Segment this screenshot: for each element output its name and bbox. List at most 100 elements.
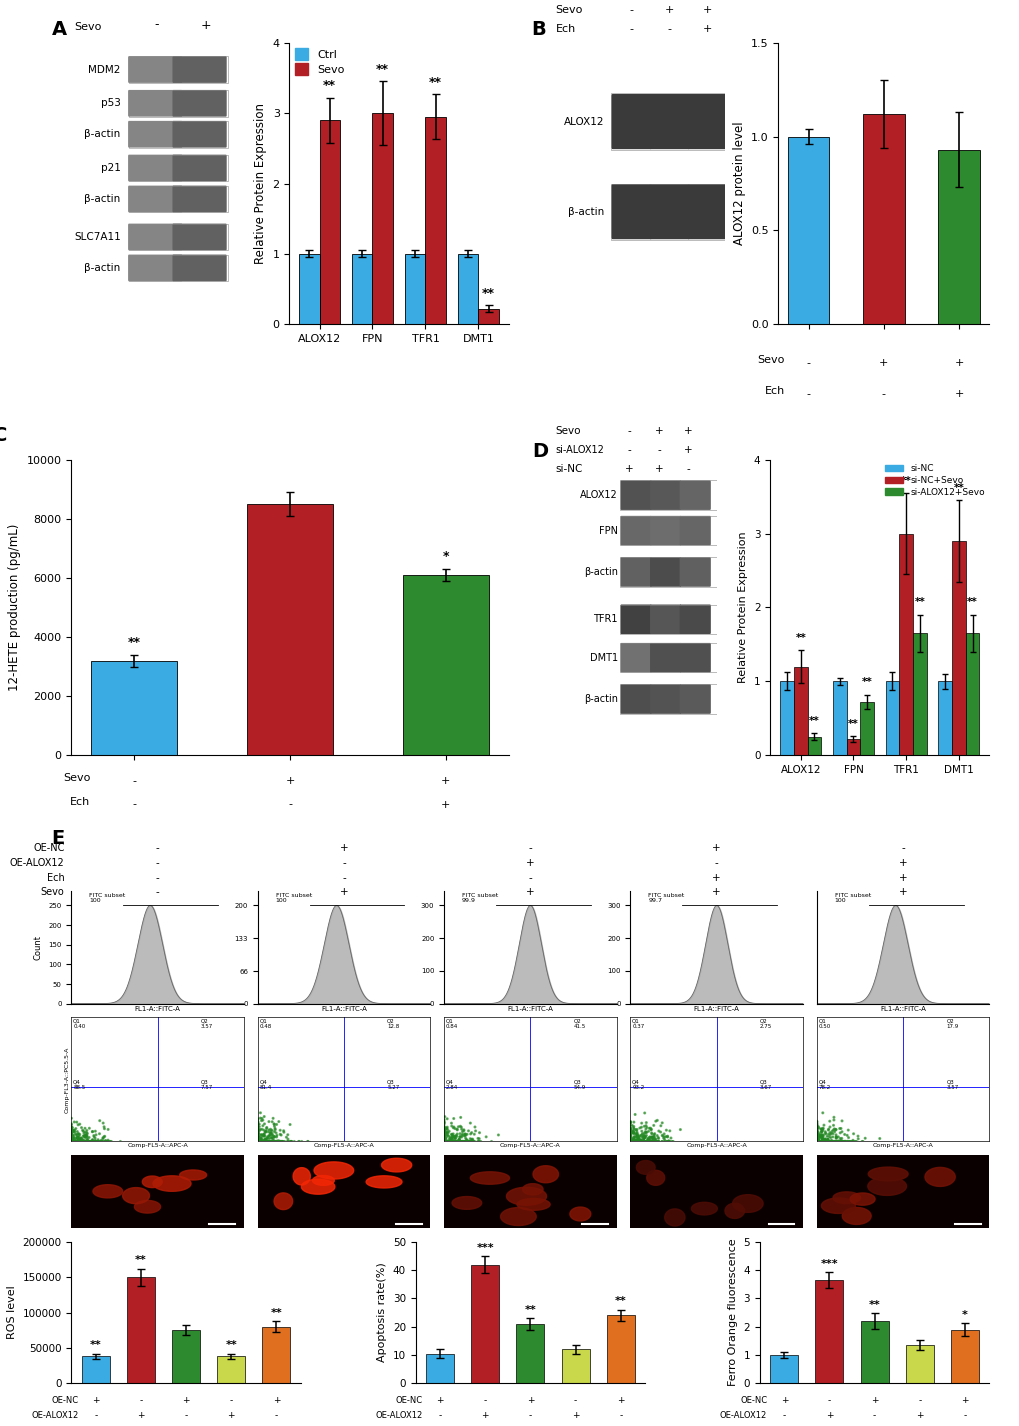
Point: [283, 1129, 300, 1152]
Point: [63, 1124, 79, 1147]
Point: [629, 1124, 645, 1147]
Point: [261, 1129, 277, 1152]
Point: [86, 1129, 102, 1152]
Point: [82, 1129, 98, 1152]
Point: [435, 1129, 451, 1152]
Point: [808, 1128, 824, 1151]
Point: [273, 1129, 289, 1152]
Point: [264, 1122, 280, 1145]
Point: [435, 1129, 451, 1152]
Point: [71, 1129, 88, 1152]
Point: [66, 1111, 83, 1134]
Point: [258, 1119, 274, 1142]
Point: [71, 1129, 88, 1152]
Point: [77, 1129, 94, 1152]
Text: -: -: [667, 24, 671, 34]
Point: [251, 1119, 267, 1142]
Point: [63, 1129, 79, 1152]
Text: +: +: [870, 1396, 877, 1405]
Point: [256, 1124, 272, 1147]
Point: [626, 1125, 642, 1148]
Point: [625, 1127, 641, 1149]
Point: [640, 1129, 656, 1152]
Point: [462, 1129, 478, 1152]
Point: [250, 1129, 266, 1152]
Point: [633, 1129, 649, 1152]
Point: [266, 1129, 282, 1152]
Point: [622, 1129, 638, 1152]
Point: [78, 1129, 95, 1152]
Y-axis label: ROS level: ROS level: [7, 1286, 17, 1339]
Point: [262, 1129, 278, 1152]
Point: [445, 1129, 462, 1152]
Point: [435, 1129, 451, 1152]
Point: [442, 1129, 459, 1152]
Point: [643, 1129, 659, 1152]
Point: [436, 1129, 452, 1152]
Point: [836, 1129, 852, 1152]
Point: [250, 1129, 266, 1152]
Point: [808, 1129, 824, 1152]
Point: [808, 1118, 824, 1141]
Text: **: **: [966, 597, 977, 607]
Point: [70, 1128, 87, 1151]
Point: [622, 1129, 638, 1152]
Point: [64, 1118, 81, 1141]
Point: [252, 1129, 268, 1152]
Point: [250, 1129, 266, 1152]
Point: [435, 1129, 451, 1152]
Point: [63, 1129, 79, 1152]
Point: [435, 1124, 451, 1147]
Point: [626, 1128, 642, 1151]
Text: FITC subset
99.9: FITC subset 99.9: [462, 893, 497, 904]
Point: [261, 1129, 277, 1152]
Point: [77, 1129, 94, 1152]
Point: [808, 1122, 824, 1145]
Point: [622, 1129, 638, 1152]
Point: [458, 1129, 474, 1152]
Point: [629, 1122, 645, 1145]
Point: [625, 1129, 641, 1152]
Text: β-actin: β-actin: [584, 694, 618, 704]
Point: [834, 1129, 850, 1152]
Point: [250, 1124, 266, 1147]
Text: -: -: [806, 389, 810, 399]
Point: [435, 1129, 451, 1152]
Point: [63, 1129, 79, 1152]
Point: [250, 1129, 266, 1152]
Bar: [403, 575, 488, 756]
Point: [622, 1129, 638, 1152]
Point: [435, 1119, 451, 1142]
Point: [250, 1129, 266, 1152]
Point: [77, 1129, 94, 1152]
Point: [85, 1129, 101, 1152]
Point: [63, 1125, 79, 1148]
Bar: [807, 737, 820, 756]
Point: [443, 1129, 460, 1152]
Point: [250, 1129, 266, 1152]
Point: [808, 1129, 824, 1152]
Point: [622, 1127, 638, 1149]
Point: [808, 1125, 824, 1148]
Point: [250, 1129, 266, 1152]
Point: [827, 1129, 844, 1152]
Point: [450, 1129, 467, 1152]
Text: FITC subset
100: FITC subset 100: [89, 893, 125, 904]
Point: [460, 1129, 476, 1152]
Point: [645, 1129, 661, 1152]
Point: [253, 1129, 269, 1152]
Point: [85, 1129, 101, 1152]
Point: [75, 1129, 92, 1152]
Point: [472, 1129, 488, 1152]
Point: [622, 1129, 638, 1152]
Point: [833, 1121, 849, 1144]
Point: [820, 1125, 837, 1148]
Point: [63, 1128, 79, 1151]
Point: [64, 1127, 81, 1149]
Point: [450, 1128, 467, 1151]
Point: [628, 1129, 644, 1152]
Point: [63, 1129, 79, 1152]
Point: [632, 1129, 648, 1152]
Point: [435, 1129, 451, 1152]
Point: [68, 1127, 85, 1149]
